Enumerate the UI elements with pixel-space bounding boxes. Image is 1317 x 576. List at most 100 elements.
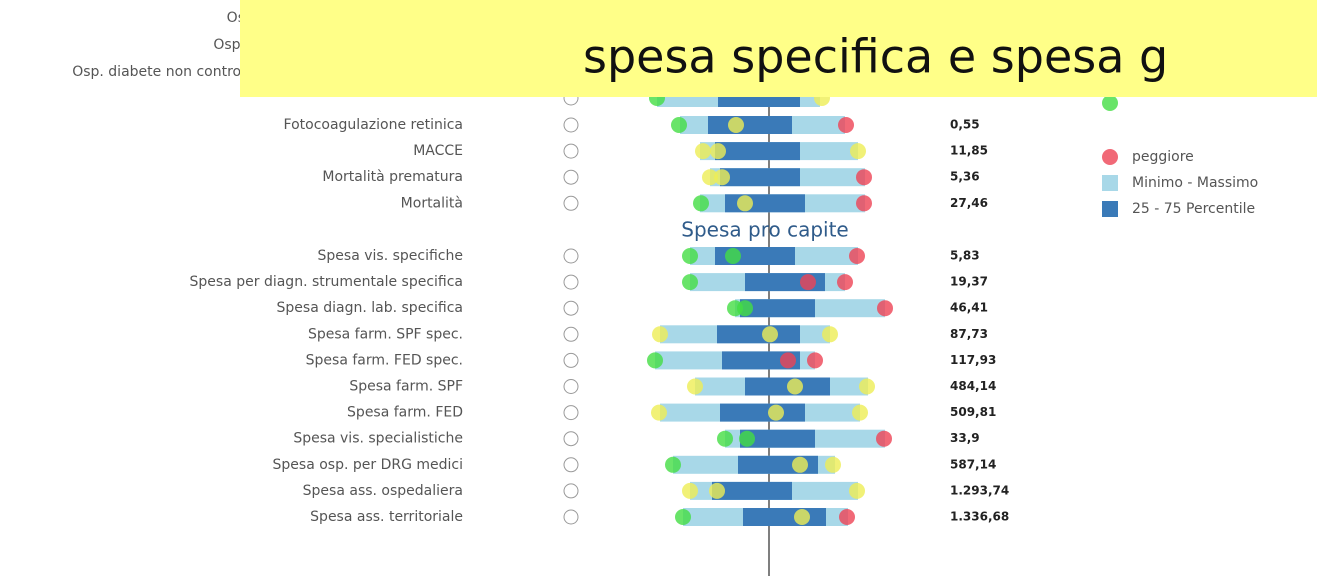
row-label: Spesa farm. FED: [347, 405, 463, 421]
percentile-bar: [717, 325, 800, 344]
marker: [693, 195, 709, 212]
select-circle: [563, 483, 579, 499]
row-label: Spesa per diagn. strumentale specifica: [190, 274, 463, 290]
row-value: 509,81: [950, 405, 996, 419]
percentile-bar: [708, 116, 792, 134]
marker: [849, 248, 865, 264]
select-circle: [563, 379, 579, 394]
marker: [794, 509, 810, 525]
marker: [709, 482, 725, 499]
row-label: Spesa farm. SPF spec.: [308, 326, 463, 342]
row-value: 587,14: [950, 457, 996, 471]
marker: [687, 378, 703, 395]
select-circle: [563, 195, 579, 211]
row-label: Spesa vis. specifiche: [318, 248, 463, 264]
clipped-label: Osp.: [213, 37, 245, 53]
marker: [859, 378, 875, 395]
row-value: 19,37: [950, 275, 988, 289]
legend-swatch: [1102, 175, 1118, 191]
row-value: 484,14: [950, 379, 996, 393]
select-circle: [563, 405, 579, 421]
row-label: Fotocoagulazione retinica: [284, 117, 463, 133]
marker: [856, 169, 872, 186]
percentile-bar: [720, 403, 805, 422]
row-label: Spesa farm. FED spec.: [306, 352, 463, 368]
legend-label: 25 - 75 Percentile: [1132, 201, 1255, 217]
row-label: Mortalità: [401, 195, 463, 211]
select-circle: [563, 117, 579, 133]
row-value: 1.336,68: [950, 510, 1009, 524]
percentile-bar: [722, 351, 800, 370]
section-header: Spesa pro capite: [681, 218, 848, 242]
marker: [792, 456, 808, 473]
percentile-bar: [715, 142, 800, 161]
row-label: Spesa vis. specialistiche: [293, 431, 463, 447]
legend-swatch: [1102, 201, 1118, 217]
percentile-bar: [743, 508, 826, 526]
percentile-bar: [720, 168, 800, 187]
marker: [762, 326, 778, 343]
row-value: 5,36: [950, 170, 980, 184]
title-banner: [240, 0, 1317, 97]
marker: [714, 169, 730, 186]
marker: [682, 248, 698, 264]
percentile-bar: [740, 299, 815, 318]
select-circle: [563, 431, 579, 447]
marker: [807, 352, 823, 369]
percentile-bar: [712, 481, 792, 500]
marker: [787, 378, 803, 395]
legend-label: peggiore: [1132, 149, 1194, 165]
marker: [665, 456, 681, 473]
marker: [682, 274, 698, 291]
row-value: 1.293,74: [950, 483, 1009, 497]
select-circle: [563, 143, 579, 159]
select-circle: [563, 274, 579, 290]
legend-label: Minimo - Massimo: [1132, 175, 1258, 191]
marker: [877, 300, 893, 317]
marker: [675, 509, 691, 525]
row-label: Mortalità prematura: [322, 169, 463, 185]
clipped-label: Osp. diabete non control: [72, 64, 245, 80]
marker: [849, 482, 865, 499]
row-value: 33,9: [950, 431, 980, 445]
row-label: Spesa osp. per DRG medici: [273, 457, 463, 473]
row-value: 11,85: [950, 144, 988, 158]
title: spesa specifica e spesa g: [583, 30, 1168, 84]
marker: [737, 300, 753, 317]
marker: [837, 274, 853, 291]
marker: [728, 117, 744, 133]
marker: [717, 430, 733, 447]
marker: [838, 117, 854, 133]
select-circle: [563, 169, 579, 185]
marker: [768, 404, 784, 421]
percentile-bar: [740, 429, 815, 448]
marker: [647, 352, 663, 369]
row-label: Spesa farm. SPF: [349, 379, 463, 395]
row-value: 46,41: [950, 301, 988, 315]
row-label: Spesa ass. territoriale: [310, 509, 463, 525]
marker: [652, 326, 668, 343]
legend-swatch: [1102, 95, 1118, 111]
marker: [852, 404, 868, 421]
row-value: 5,83: [950, 249, 980, 263]
marker: [856, 195, 872, 212]
row-value: 27,46: [950, 196, 988, 210]
select-circle: [563, 326, 579, 342]
marker: [825, 456, 841, 473]
row-value: 117,93: [950, 353, 996, 367]
marker: [739, 430, 755, 447]
marker: [651, 404, 667, 421]
row-value: 87,73: [950, 327, 988, 341]
marker: [850, 143, 866, 160]
marker: [780, 352, 796, 369]
marker: [876, 430, 892, 447]
marker: [822, 326, 838, 343]
marker: [671, 117, 687, 133]
marker: [702, 169, 718, 186]
select-circle: [563, 300, 579, 316]
select-circle: [563, 509, 579, 525]
select-circle: [563, 248, 579, 264]
marker: [737, 195, 753, 212]
